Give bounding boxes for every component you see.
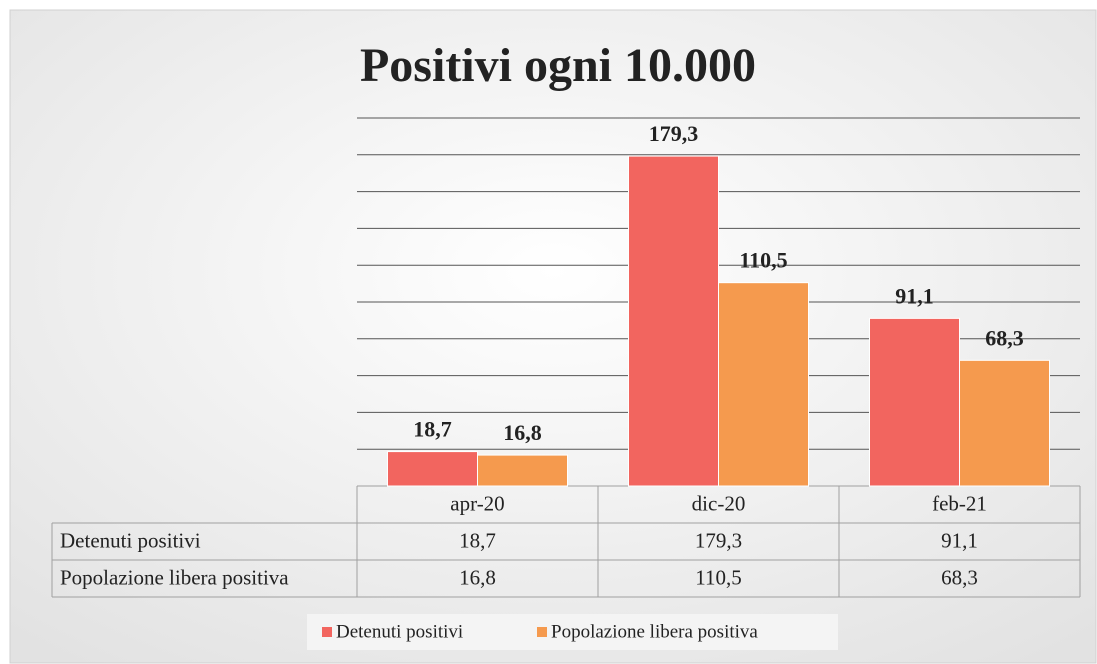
table-cell: 68,3 — [941, 565, 978, 589]
table-cell: 16,8 — [459, 565, 496, 589]
bar — [718, 282, 809, 487]
chart-title: Positivi ogni 10.000 — [360, 39, 756, 92]
data-label: 91,1 — [895, 283, 934, 308]
bar — [628, 155, 719, 487]
table-cell: 179,3 — [695, 528, 742, 552]
data-label: 16,8 — [503, 420, 542, 445]
legend-label: Popolazione libera positiva — [551, 621, 758, 642]
data-label: 110,5 — [739, 248, 787, 273]
data-label: 18,7 — [413, 417, 452, 442]
table-cell: 91,1 — [941, 528, 978, 552]
x-tick-label: dic-20 — [692, 491, 746, 515]
table-row-header: Detenuti positivi — [60, 528, 201, 552]
x-tick-label: apr-20 — [450, 491, 504, 515]
table-cell: 110,5 — [695, 565, 741, 589]
legend-box — [307, 614, 838, 650]
bar — [869, 317, 960, 487]
legend-swatch — [537, 627, 547, 637]
table-cell: 18,7 — [459, 528, 496, 552]
table-row-header: Popolazione libera positiva — [60, 565, 289, 589]
data-label: 179,3 — [649, 121, 699, 146]
legend-swatch — [322, 627, 332, 637]
legend-label: Detenuti positivi — [336, 621, 463, 642]
bar — [387, 451, 478, 487]
x-tick-label: feb-21 — [932, 491, 987, 515]
bar — [959, 359, 1050, 487]
bar — [477, 454, 568, 487]
data-label: 68,3 — [985, 325, 1024, 350]
